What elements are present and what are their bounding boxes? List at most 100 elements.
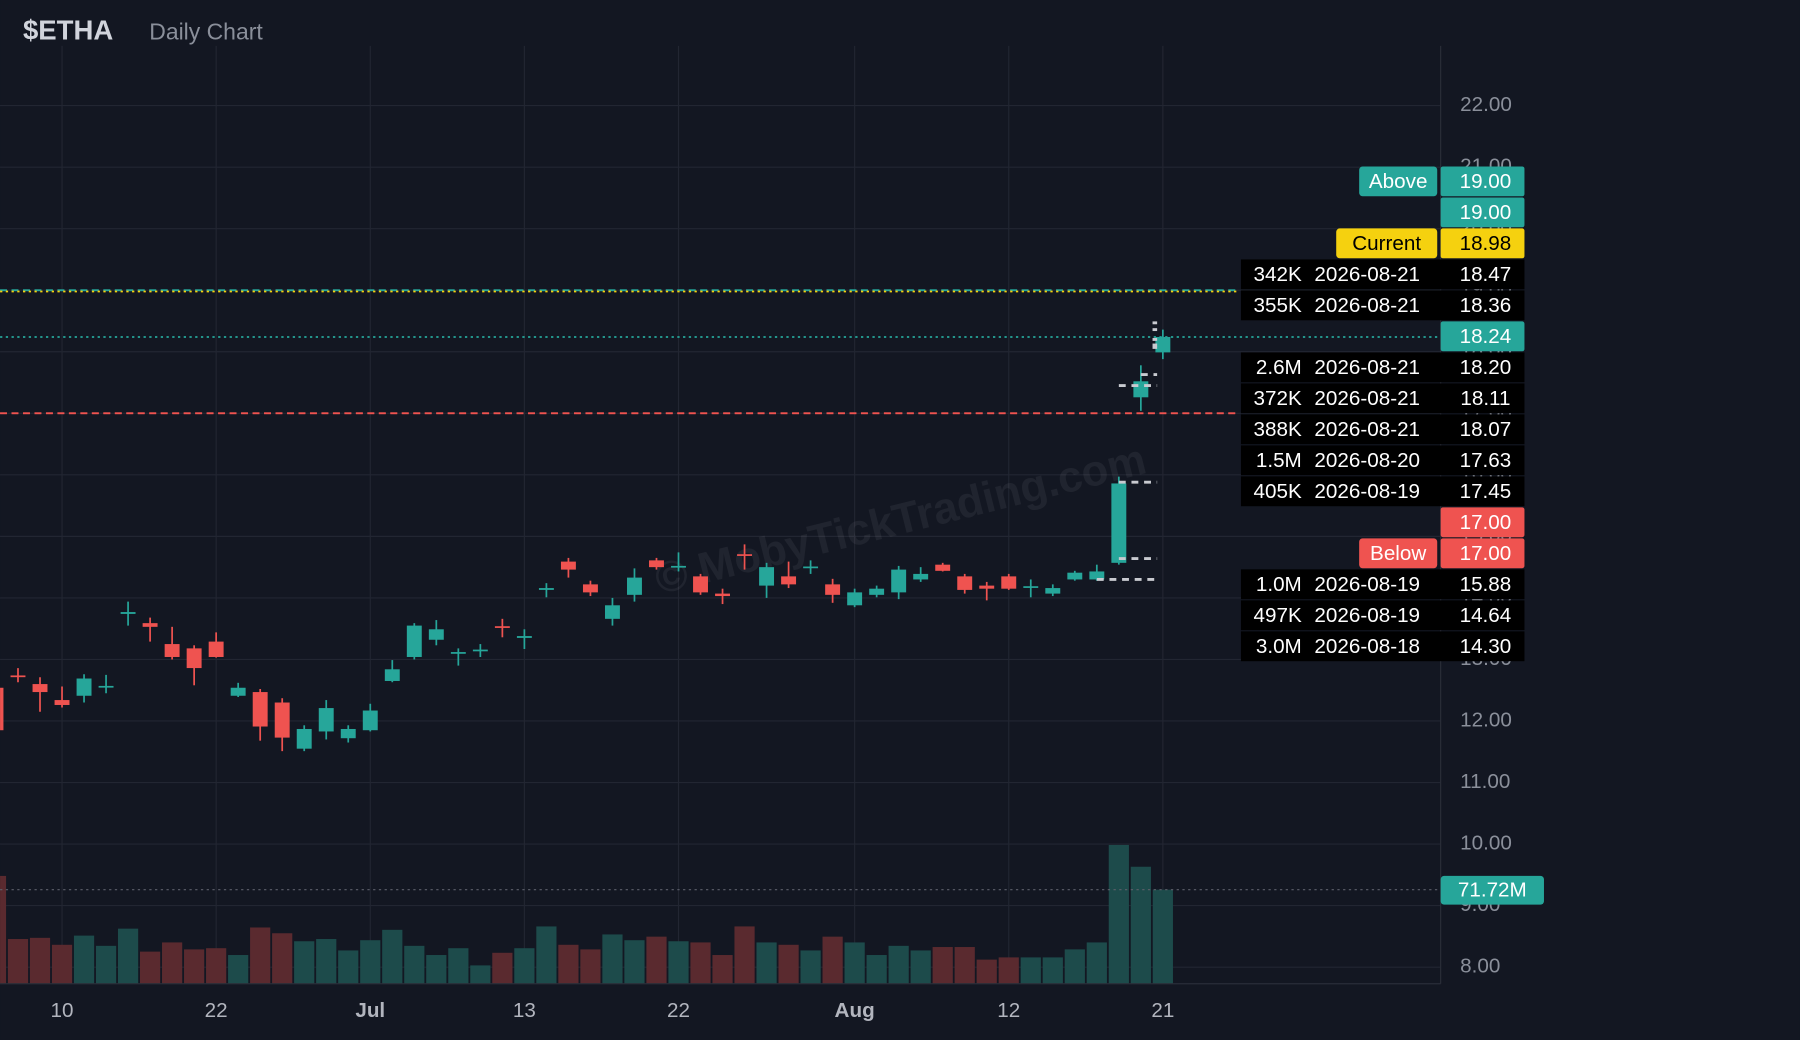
candle-body <box>142 623 158 627</box>
volume-bar <box>602 934 623 984</box>
volume-bar <box>954 947 975 984</box>
price-label: 19.00 <box>1460 201 1512 224</box>
volume-bar <box>514 948 535 984</box>
candle-body <box>693 576 708 593</box>
candle-body <box>472 649 488 652</box>
candle-body <box>869 588 885 595</box>
volume-bar <box>492 952 513 984</box>
volume-bar <box>228 955 249 984</box>
price-label-box <box>1440 507 1525 538</box>
volume-bar <box>206 948 227 984</box>
candle-body <box>54 700 70 705</box>
level-price: 18.47 <box>1460 263 1512 286</box>
candle-body <box>913 573 929 580</box>
volume-bar <box>756 942 777 984</box>
level-date: 2026-08-18 <box>1314 635 1420 658</box>
volume-bar <box>734 926 755 984</box>
candle-body <box>1111 483 1127 563</box>
volume-bar <box>800 950 821 984</box>
level-volume: 1.0M <box>1256 573 1302 596</box>
x-tick-label: 12 <box>997 999 1020 1022</box>
x-tick-label: Aug <box>835 999 875 1022</box>
volume-bar <box>29 937 51 984</box>
volume-bar <box>1152 889 1173 984</box>
volume-bar <box>668 941 689 984</box>
candle-body <box>450 652 466 654</box>
volume-bar <box>0 875 7 984</box>
volume-bar <box>162 942 183 984</box>
candle-body <box>582 584 598 593</box>
level-price: 17.45 <box>1460 480 1512 503</box>
volume-bar <box>448 948 469 984</box>
price-label-box <box>1440 228 1525 259</box>
x-tick-label: Jul <box>355 999 385 1022</box>
tag-box <box>1359 538 1438 569</box>
candle-body <box>10 675 26 678</box>
candle-body <box>186 648 202 669</box>
volume-bar <box>426 955 447 984</box>
candle-body <box>825 584 841 595</box>
grid <box>0 45 1441 984</box>
candle-body <box>935 564 951 571</box>
volume-bar <box>360 940 381 984</box>
volume-bar <box>646 936 667 984</box>
candle-body <box>1045 588 1061 594</box>
x-tick-label: 10 <box>51 999 74 1022</box>
y-tick-label: 8.00 <box>1460 955 1500 978</box>
candle-body <box>979 585 995 589</box>
level-label-box <box>1240 569 1525 600</box>
y-tick-label: 12.00 <box>1460 708 1512 731</box>
volume-bar <box>866 955 887 984</box>
volume-bar <box>690 942 711 984</box>
candle-body <box>1133 381 1149 398</box>
volume-bar <box>117 928 139 984</box>
level-volume: 405K <box>1254 480 1302 503</box>
chart-title: $ETHA <box>23 14 113 45</box>
tag-box <box>1359 166 1438 197</box>
level-date: 2026-08-19 <box>1314 480 1420 503</box>
candle-body <box>649 560 664 568</box>
tag-label: Above <box>1369 170 1428 193</box>
volume-bar <box>1020 957 1041 984</box>
candle-body <box>0 687 4 731</box>
candle-body <box>164 644 180 657</box>
level-label-box <box>1240 290 1525 321</box>
volume-bar <box>998 957 1019 984</box>
level-price: 18.07 <box>1460 418 1512 441</box>
level-price: 18.11 <box>1460 387 1510 410</box>
level-label-box <box>1240 383 1525 414</box>
volume-bar <box>382 929 403 984</box>
level-date: 2026-08-21 <box>1314 418 1420 441</box>
candle-body <box>32 684 48 693</box>
level-volume: 388K <box>1254 418 1302 441</box>
volume-bar <box>910 950 931 984</box>
candle-body <box>891 569 907 593</box>
candle-body <box>230 687 246 696</box>
volume-bar <box>272 933 293 984</box>
volume-bar <box>73 935 95 984</box>
volume-bar <box>250 927 271 984</box>
level-volume: 3.0M <box>1256 635 1302 658</box>
candle-body <box>296 728 312 749</box>
tag-label: Below <box>1370 542 1426 565</box>
candle-body <box>627 577 642 595</box>
y-tick-label: 10.00 <box>1460 832 1512 855</box>
candle-body <box>737 554 753 556</box>
volume-bar <box>932 947 953 984</box>
candle-body <box>957 576 973 590</box>
candle-body <box>1089 571 1105 580</box>
candle-body <box>847 592 863 606</box>
price-labels: 71.72M 19.00 Above 19.00 18.98 Current 342K 202… <box>1240 166 1544 905</box>
candle-body <box>1001 576 1017 589</box>
level-volume: 372K <box>1254 387 1302 410</box>
price-label-box <box>1440 321 1525 352</box>
candle-body <box>428 629 444 640</box>
level-label-box <box>1240 600 1525 631</box>
volume-bar <box>1086 942 1107 984</box>
level-volume: 342K <box>1254 263 1302 286</box>
level-price: 14.64 <box>1460 604 1512 627</box>
level-date: 2026-08-21 <box>1314 294 1420 317</box>
level-volume: 497K <box>1254 604 1302 627</box>
volume-bar <box>470 965 491 984</box>
